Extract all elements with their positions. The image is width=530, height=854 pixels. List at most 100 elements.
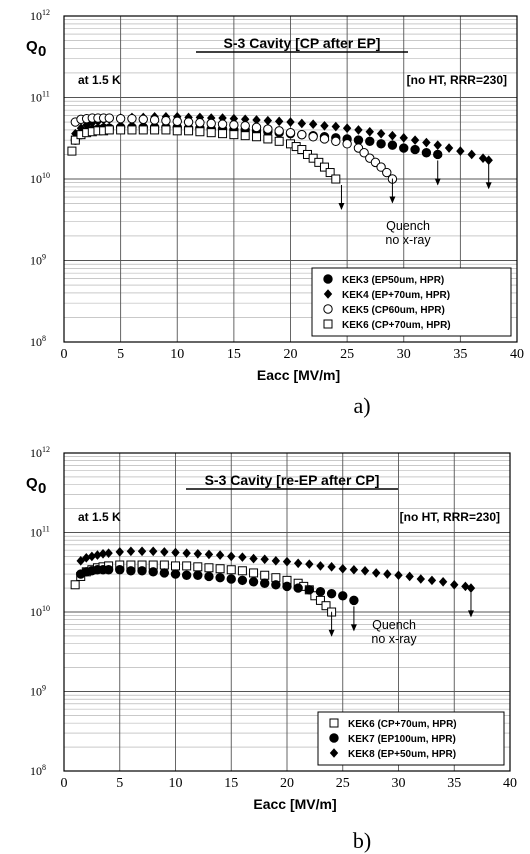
data-point: [342, 139, 352, 149]
data-point: [263, 134, 273, 144]
quench-arrowhead: [434, 178, 441, 186]
x-tick-label: 10: [169, 776, 183, 791]
data-point: [161, 125, 171, 135]
data-point: [365, 126, 374, 137]
data-point: [251, 122, 262, 133]
data-point: [308, 132, 318, 142]
data-point: [218, 129, 228, 139]
y-tick-label: 10: [30, 9, 42, 23]
data-point: [193, 562, 203, 572]
data-point: [383, 569, 392, 579]
data-point: [181, 570, 192, 580]
data-point: [338, 591, 348, 601]
data-point: [438, 576, 448, 587]
data-point: [171, 561, 180, 571]
data-point: [138, 114, 148, 125]
y-tick-exponent: 12: [42, 8, 50, 17]
plot-frame: [63, 15, 518, 343]
data-point: [399, 143, 409, 153]
data-point: [252, 132, 262, 142]
legend: KEK3 (EP50um, HPR) KEK4 (EP+70um, HPR) KEK…: [311, 267, 512, 337]
data-point: [427, 575, 437, 586]
y-tick-exponent: 11: [42, 90, 50, 99]
data-point: [342, 123, 352, 134]
quench-arrowhead: [338, 203, 345, 210]
data-point: [271, 556, 281, 566]
data-point: [126, 566, 136, 576]
x-tick-label: 5: [117, 347, 124, 362]
data-point: [360, 565, 370, 576]
data-point: [444, 143, 454, 153]
data-point: [195, 118, 205, 128]
y-tick-label: 10: [30, 91, 42, 105]
series-4: [67, 125, 341, 184]
x-tick-label: 15: [227, 347, 241, 362]
data-point: [138, 125, 148, 135]
y-tick-exponent: 12: [42, 445, 50, 454]
data-point: [297, 129, 307, 140]
x-tick-label: 35: [447, 776, 461, 791]
y-tick-label: 10: [30, 764, 42, 778]
data-point: [104, 125, 114, 135]
data-point: [70, 135, 80, 145]
y-tick-exponent: 11: [42, 525, 50, 534]
x-tick-label: 25: [340, 347, 354, 362]
data-point: [240, 131, 250, 141]
series-2: [76, 565, 359, 606]
data-point: [206, 118, 216, 129]
quench-arrowhead: [485, 182, 492, 190]
data-point: [215, 573, 225, 583]
data-point: [148, 567, 158, 577]
data-point: [229, 120, 239, 130]
data-point: [161, 115, 171, 126]
data-point: [67, 146, 77, 156]
data-point: [376, 128, 386, 139]
data-point: [282, 581, 292, 592]
data-point: [237, 575, 248, 586]
data-point: [103, 565, 114, 575]
x-axis-label: Eacc [MV/m]: [253, 796, 336, 812]
data-point: [285, 127, 296, 138]
condition-annotation: [no HT, RRR=230]: [400, 510, 500, 524]
y-tick-exponent: 9: [42, 253, 46, 262]
data-point: [193, 570, 203, 580]
data-point: [172, 126, 182, 136]
data-point: [327, 562, 336, 572]
legend-marker: [323, 319, 333, 329]
x-tick-label: 30: [392, 776, 406, 791]
data-point: [349, 564, 359, 575]
data-point: [204, 549, 214, 560]
legend-marker: [323, 289, 333, 299]
y-tick-label: 10: [30, 172, 42, 186]
data-point: [331, 136, 341, 147]
data-point: [316, 561, 325, 571]
data-point: [274, 136, 284, 146]
data-point: [237, 566, 247, 576]
data-point: [376, 162, 386, 172]
data-point: [215, 564, 225, 574]
data-point: [286, 117, 295, 127]
legend-entry: KEK6 (CP+70um, HPR): [348, 719, 457, 730]
series-3: [70, 113, 398, 184]
data-point: [248, 577, 259, 587]
legend-entry: KEK7 (EP100um, HPR): [348, 734, 456, 745]
data-point: [227, 551, 236, 562]
data-point: [326, 588, 337, 599]
x-tick-label: 30: [397, 347, 411, 362]
data-point: [149, 115, 160, 125]
data-point: [159, 560, 169, 570]
data-point: [249, 553, 258, 564]
data-point: [315, 587, 326, 597]
data-point: [349, 595, 359, 606]
chart-title: S-3 Cavity [CP after EP]: [224, 35, 381, 51]
data-point: [70, 580, 80, 590]
data-point: [416, 574, 425, 584]
data-point: [229, 130, 239, 140]
data-point: [331, 121, 340, 132]
legend-marker: [323, 274, 333, 284]
data-point: [76, 123, 86, 134]
data-point: [319, 162, 329, 172]
temperature-annotation: at 1.5 K: [78, 510, 121, 524]
